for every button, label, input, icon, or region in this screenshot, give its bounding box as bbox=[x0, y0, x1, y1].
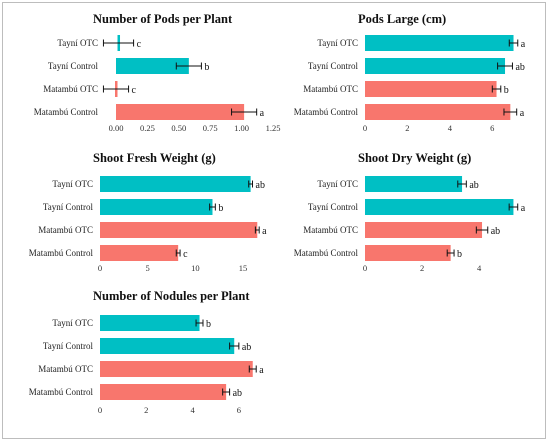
category-label: Tayní OTC bbox=[317, 179, 358, 189]
category-label: Matambú Control bbox=[29, 387, 94, 397]
x-tick-label: 6 bbox=[237, 405, 241, 415]
bar bbox=[365, 104, 511, 120]
significance-label: a bbox=[260, 108, 265, 119]
significance-label: ab bbox=[233, 388, 242, 399]
category-label: Tayní Control bbox=[48, 61, 99, 71]
chart-title: Number of Pods per Plant bbox=[93, 12, 233, 26]
significance-label: b bbox=[457, 249, 462, 260]
category-label: Matambú OTC bbox=[303, 84, 358, 94]
bar bbox=[100, 222, 258, 238]
x-tick-label: 2 bbox=[420, 263, 424, 273]
figure-frame: Number of Pods per Plant 0.00 0.25 0.50 0.75… bbox=[2, 2, 546, 439]
category-label: Tayní OTC bbox=[52, 318, 93, 328]
x-tick-label: 0 bbox=[98, 263, 102, 273]
significance-label: c bbox=[183, 249, 188, 260]
category-label: Matambú OTC bbox=[38, 364, 93, 374]
x-tick-label: 0.50 bbox=[171, 123, 186, 133]
x-tick-label: 10 bbox=[191, 263, 200, 273]
bar bbox=[100, 245, 179, 261]
category-label: Tayní Control bbox=[308, 202, 359, 212]
significance-label: a bbox=[521, 203, 526, 214]
bar bbox=[100, 338, 235, 354]
category-label: Matambú Control bbox=[294, 248, 359, 258]
bar bbox=[100, 176, 251, 192]
x-tick-label: 1.25 bbox=[266, 123, 281, 133]
category-label: Tayní OTC bbox=[52, 179, 93, 189]
x-tick-label: 5 bbox=[146, 263, 150, 273]
x-tick-label: 0 bbox=[363, 123, 367, 133]
figure-canvas: Number of Pods per Plant 0.00 0.25 0.50 0.75… bbox=[29, 12, 526, 415]
x-tick-label: 4 bbox=[190, 405, 195, 415]
x-tick-label: 0.00 bbox=[109, 123, 124, 133]
significance-label: a bbox=[262, 226, 267, 237]
significance-label: ab bbox=[491, 226, 500, 237]
bar bbox=[365, 222, 483, 238]
significance-label: b bbox=[204, 62, 209, 73]
bar bbox=[116, 58, 189, 74]
chart-panel-1: Number of Pods per Plant 0.00 0.25 0.50 0.75… bbox=[34, 12, 281, 133]
x-tick-label: 4 bbox=[448, 123, 453, 133]
x-tick-label: 0.75 bbox=[203, 123, 218, 133]
significance-label: c bbox=[132, 85, 137, 96]
chart-panel-2: Pods Large (cm) 0 2 4 6 Tayní OTC a Tayní Contr… bbox=[294, 12, 526, 133]
chart-panel-5: Number of Nodules per Plant 0 2 4 6 Tayní OTC… bbox=[29, 289, 264, 415]
category-label: Matambú Control bbox=[34, 107, 99, 117]
bar bbox=[365, 35, 514, 51]
x-tick-label: 2 bbox=[405, 123, 409, 133]
bar bbox=[365, 245, 451, 261]
x-tick-label: 6 bbox=[490, 123, 494, 133]
x-tick-label: 4 bbox=[477, 263, 482, 273]
bar bbox=[365, 176, 463, 192]
bar bbox=[365, 58, 506, 74]
significance-label: ab bbox=[242, 342, 251, 353]
significance-label: ab bbox=[469, 180, 478, 191]
x-tick-label: 2 bbox=[144, 405, 148, 415]
category-label: Matambú OTC bbox=[43, 84, 98, 94]
category-label: Matambú OTC bbox=[303, 225, 358, 235]
bar bbox=[100, 199, 213, 215]
category-label: Tayní Control bbox=[43, 202, 94, 212]
significance-label: ab bbox=[256, 180, 265, 191]
x-tick-label: 1.00 bbox=[234, 123, 249, 133]
significance-label: b bbox=[218, 203, 223, 214]
chart-title: Pods Large (cm) bbox=[358, 12, 446, 26]
x-tick-label: 0 bbox=[98, 405, 102, 415]
category-label: Matambú OTC bbox=[38, 225, 93, 235]
category-label: Matambú Control bbox=[294, 107, 359, 117]
chart-title: Number of Nodules per Plant bbox=[93, 289, 250, 303]
category-label: Tayní Control bbox=[43, 341, 94, 351]
bar bbox=[100, 315, 200, 331]
x-tick-label: 0.25 bbox=[140, 123, 155, 133]
significance-label: b bbox=[504, 85, 509, 96]
x-tick-label: 0 bbox=[363, 263, 367, 273]
bar bbox=[116, 104, 245, 120]
x-tick-label: 15 bbox=[239, 263, 248, 273]
category-label: Tayní OTC bbox=[317, 38, 358, 48]
significance-label: a bbox=[521, 39, 526, 50]
significance-label: a bbox=[520, 108, 525, 119]
bar bbox=[100, 384, 227, 400]
category-label: Tayní Control bbox=[308, 61, 359, 71]
significance-label: a bbox=[259, 365, 264, 376]
category-label: Matambú Control bbox=[29, 248, 94, 258]
bar bbox=[365, 81, 497, 97]
bar bbox=[100, 361, 253, 377]
chart-title: Shoot Fresh Weight (g) bbox=[93, 151, 216, 165]
category-label: Tayní OTC bbox=[57, 38, 98, 48]
significance-label: b bbox=[206, 319, 211, 330]
bar bbox=[365, 199, 514, 215]
significance-label: ab bbox=[515, 62, 524, 73]
chart-title: Shoot Dry Weight (g) bbox=[358, 151, 471, 165]
significance-label: c bbox=[137, 39, 142, 50]
